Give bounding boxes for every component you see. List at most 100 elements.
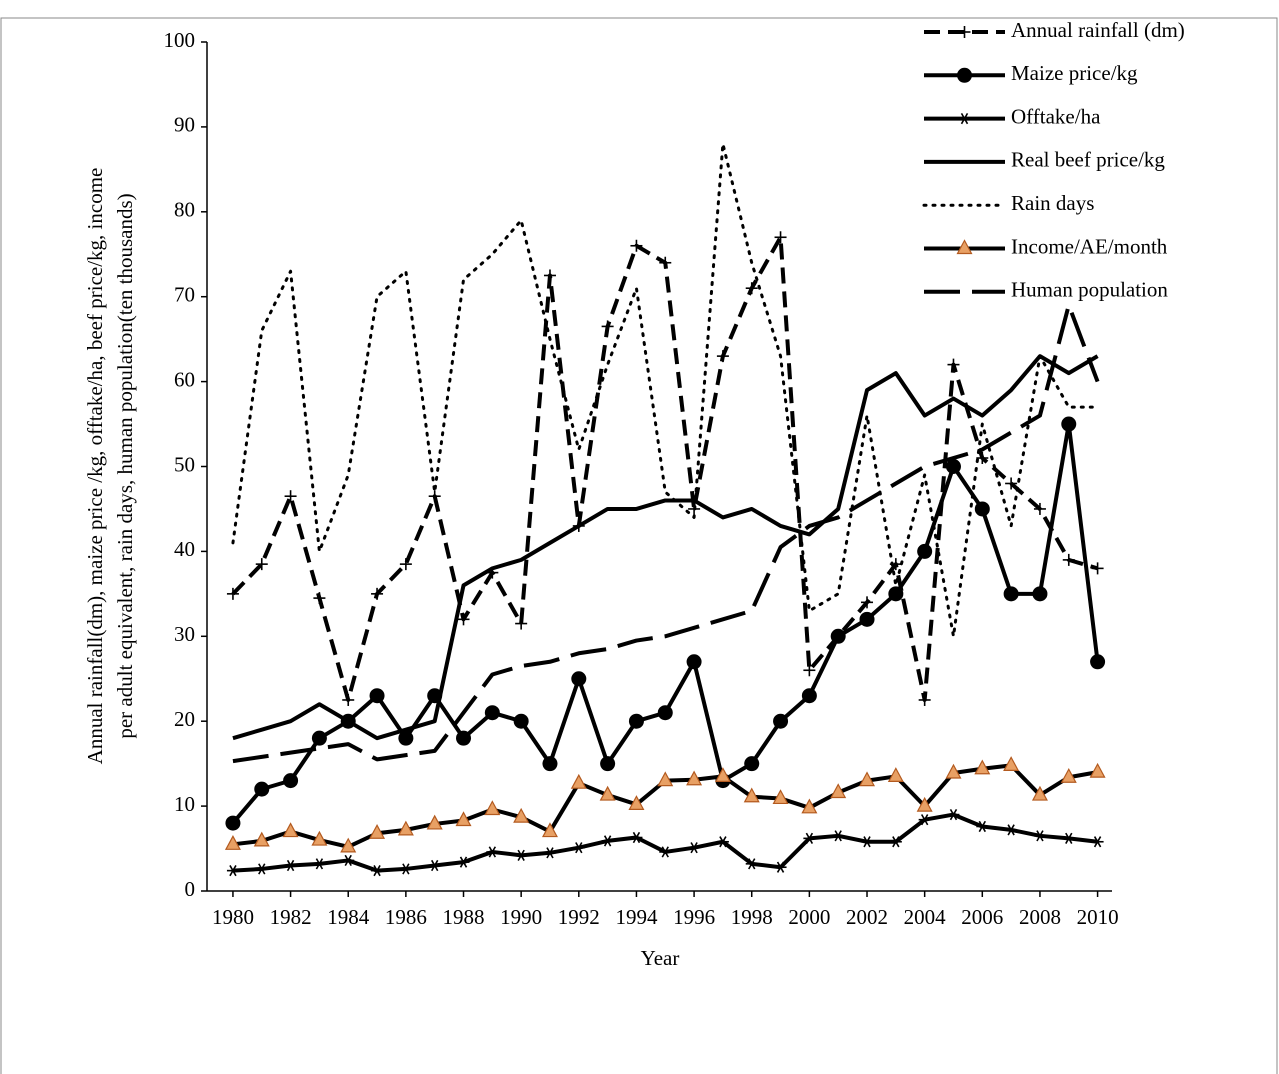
marker-circle	[888, 586, 904, 602]
x-tick-label: 2006	[961, 905, 1003, 929]
marker-stroke	[488, 846, 497, 858]
marker	[599, 785, 616, 801]
marker	[801, 798, 818, 814]
x-tick-label: 1992	[558, 905, 600, 929]
marker-circle	[571, 671, 587, 687]
marker-triangle	[397, 820, 414, 836]
marker-circle	[801, 688, 817, 704]
marker	[976, 820, 989, 833]
chart-frame	[0, 17, 1278, 1074]
legend-label: Income/AE/month	[1011, 234, 1168, 258]
marker	[744, 756, 760, 772]
marker-stroke	[805, 832, 814, 844]
marker	[455, 811, 472, 827]
marker	[745, 282, 758, 295]
marker	[570, 773, 587, 789]
marker	[313, 858, 326, 870]
marker	[371, 587, 384, 600]
marker-stroke	[258, 863, 266, 875]
marker-triangle	[513, 807, 530, 823]
marker-circle	[254, 781, 270, 797]
marker	[974, 759, 991, 775]
marker	[803, 664, 816, 677]
marker	[859, 611, 875, 627]
marker-triangle	[570, 773, 587, 789]
marker	[861, 836, 874, 848]
marker-circle	[945, 459, 961, 474]
marker-circle	[484, 705, 500, 721]
marker-stroke	[690, 842, 698, 854]
series-line	[232, 354, 1099, 741]
series-line	[231, 142, 1100, 638]
y-axis-label: Annual rainfall(dm), maize price /kg, of…	[83, 168, 137, 765]
marker-circle	[311, 730, 327, 746]
marker	[311, 730, 327, 746]
marker-triangle	[628, 795, 645, 811]
legend-marker	[958, 113, 971, 125]
marker	[226, 587, 239, 600]
marker-stroke	[430, 859, 439, 872]
y-axis-label-line: per adult equivalent, rain days, human p…	[113, 193, 137, 738]
marker	[916, 796, 933, 812]
marker	[974, 501, 990, 517]
x-tick-label: 1998	[731, 905, 773, 929]
marker	[830, 783, 847, 799]
marker	[541, 822, 558, 838]
marker	[947, 358, 960, 371]
x-tick-label: 1990	[500, 905, 542, 929]
marker	[282, 822, 299, 838]
marker	[918, 814, 931, 826]
marker	[253, 831, 270, 847]
series-line	[232, 812, 1098, 873]
marker	[340, 837, 357, 853]
marker-circle	[283, 773, 299, 789]
marker	[543, 269, 556, 282]
marker-stroke	[546, 847, 554, 859]
marker	[745, 858, 758, 870]
marker-stroke	[949, 808, 958, 821]
marker	[888, 586, 904, 602]
marker	[630, 239, 643, 252]
marker	[313, 592, 326, 605]
x-tick-label: 2002	[846, 905, 888, 929]
marker-triangle	[1031, 785, 1048, 801]
marker	[484, 705, 500, 721]
marker-circle	[744, 756, 760, 772]
marker	[976, 452, 989, 465]
marker-triangle	[253, 831, 270, 847]
marker-circle	[830, 628, 846, 644]
marker	[714, 767, 731, 782]
x-tick-label: 2008	[1019, 905, 1061, 929]
x-tick-label: 1980	[212, 905, 254, 929]
marker-triangle	[455, 811, 472, 827]
marker	[1062, 832, 1075, 844]
marker-circle	[600, 756, 616, 772]
marker	[226, 865, 239, 877]
marker-circle	[513, 713, 529, 729]
marker-triangle	[956, 239, 973, 255]
marker	[601, 835, 614, 847]
marker	[716, 350, 729, 363]
marker-circle	[369, 688, 385, 704]
marker	[774, 231, 787, 244]
y-tick-label: 20	[174, 707, 195, 731]
marker	[428, 859, 441, 872]
marker	[887, 767, 904, 782]
x-tick-label: 1982	[270, 905, 312, 929]
marker-stroke	[373, 865, 381, 877]
marker-circle	[542, 756, 558, 772]
y-tick-label: 0	[185, 877, 196, 901]
marker-circle	[225, 815, 241, 831]
marker-stroke	[748, 858, 756, 870]
marker	[543, 847, 556, 859]
marker	[657, 705, 673, 721]
marker	[398, 730, 414, 746]
marker	[657, 771, 674, 787]
marker	[428, 490, 441, 503]
marker-triangle	[772, 789, 789, 805]
legend-label: Offtake/ha	[1011, 104, 1101, 128]
marker	[457, 856, 470, 868]
marker-stroke	[286, 859, 295, 872]
marker	[1090, 654, 1106, 670]
